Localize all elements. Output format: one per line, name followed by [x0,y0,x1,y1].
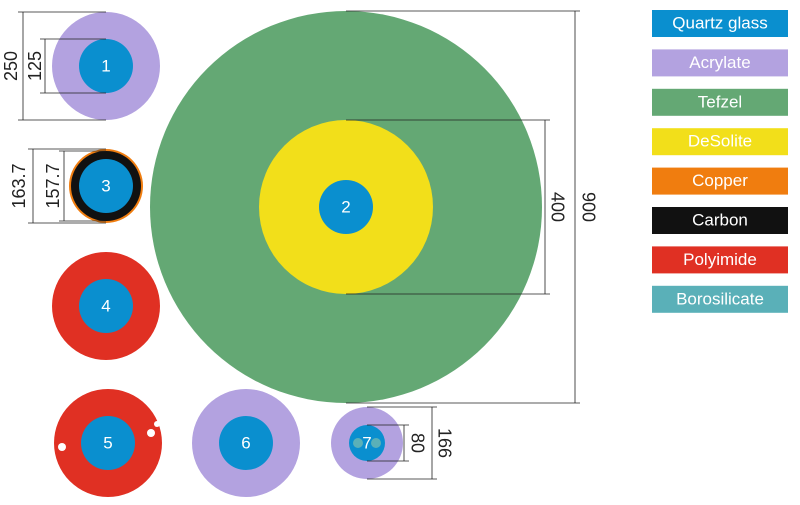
fiber-number: 4 [101,296,110,315]
core [79,39,133,93]
dim-fiber3 [28,148,106,224]
fiber-number: 6 [241,433,250,452]
core [79,279,133,333]
legend-label: Carbon [692,210,748,229]
legend-swatch [652,246,788,274]
fiber-1: 1 [52,12,160,120]
borosilicate-rod [353,438,363,448]
fiber-5: 5 [54,389,162,497]
fiber-7: 7 [331,407,403,479]
legend-swatch [652,88,788,116]
legend-label: Polyimide [683,250,757,269]
legend-swatch [652,285,788,313]
dimension-label: 125 [25,51,45,81]
legend-swatch [652,128,788,156]
notch [147,429,155,437]
legend: Quartz glass Acrylate Tefzel DeSolite Copper… [652,10,788,313]
notch [154,421,160,427]
legend-label: Acrylate [689,53,750,72]
legend-label: Borosilicate [676,289,764,308]
fiber-4: 4 [52,252,160,360]
dimension-label: 900 [578,192,598,222]
dimension-label: 163.7 [9,163,29,208]
fiber-number: 5 [103,433,112,452]
dimension-label: 157.7 [43,163,63,208]
legend-label: Quartz glass [672,13,767,32]
dimension-lines [18,10,580,480]
dim-fiber2 [346,10,580,404]
legend-label: Tefzel [698,92,742,111]
legend-label: DeSolite [688,132,752,151]
fiber-number: 2 [341,197,350,216]
dimension-label: 80 [407,433,427,453]
dimension-label: 166 [434,428,454,458]
fiber-number: 1 [101,56,110,75]
fiber-2: 2 [150,11,542,403]
legend-swatch [652,207,788,234]
core [79,159,133,213]
borosilicate-rod [371,438,381,448]
legend-swatch [652,10,788,37]
fiber-3: 3 [69,149,143,223]
core [319,180,373,234]
dim-fiber7 [367,406,437,480]
dim-fiber1 [18,11,106,121]
core [219,416,273,470]
core [81,416,135,470]
fiber-number: 7 [362,433,371,452]
fiber-6: 6 [192,389,300,497]
dimension-label: 400 [547,192,567,222]
legend-label: Copper [692,171,748,190]
core [349,425,385,461]
legend-swatch [652,49,788,77]
legend-swatch [652,167,788,195]
dimension-label: 250 [1,51,21,81]
fiber-number: 3 [101,176,110,195]
notch [58,443,66,451]
